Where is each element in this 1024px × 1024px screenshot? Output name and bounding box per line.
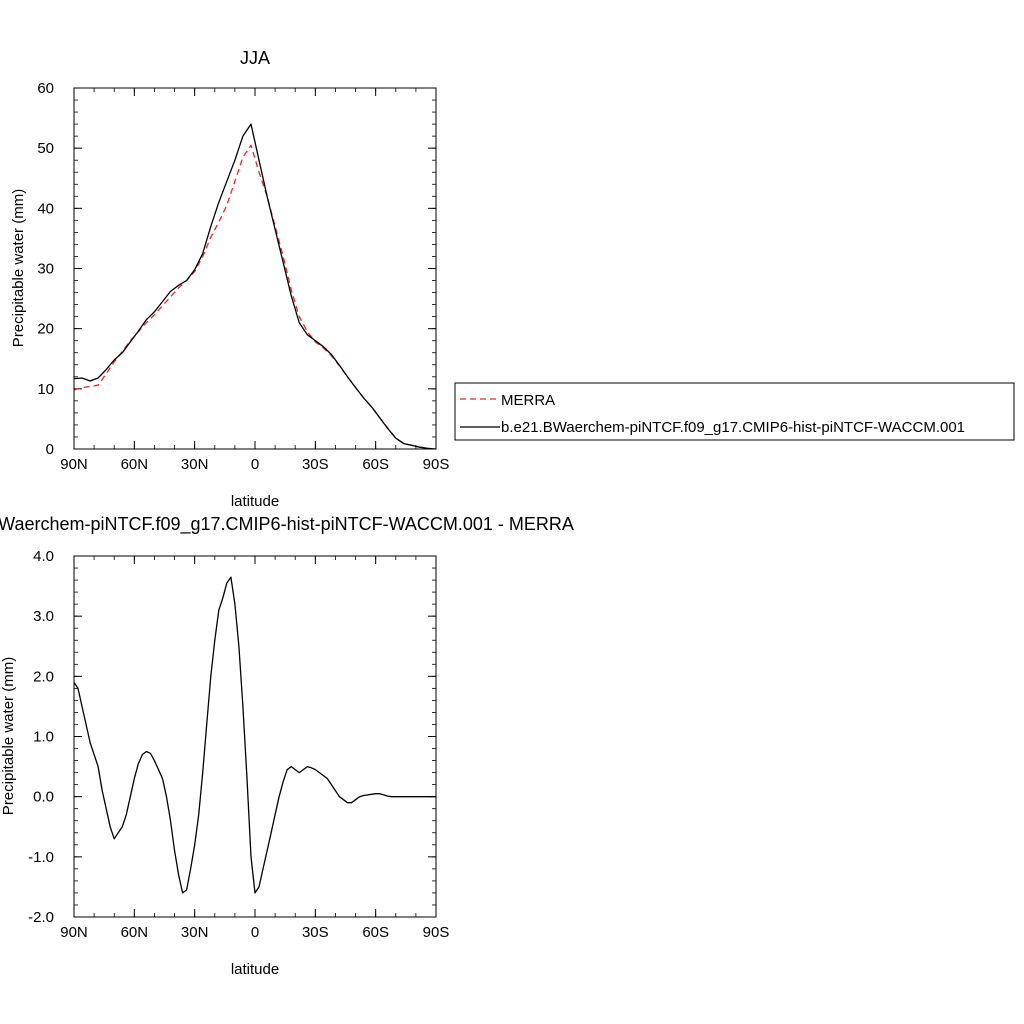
top-y-tick-label: 30 — [37, 261, 54, 278]
bottom-x-tick-label: 90S — [423, 924, 450, 941]
bottom-x-tick-label: 0 — [251, 924, 259, 941]
top-y-axis-label: Precipitable water (mm) — [10, 189, 27, 347]
top-y-tick-label: 40 — [37, 200, 54, 217]
bottom-x-tick-label: 30S — [302, 924, 329, 941]
top-y-tick-label: 60 — [37, 80, 54, 97]
top-x-tick-label: 0 — [251, 456, 259, 473]
top-ticks: 90N 60N 30N 0 30S 60S 90S 0 10 20 30 40 50 60 — [37, 80, 449, 473]
top-y-tick-label: 0 — [46, 441, 54, 458]
top-y-tick-label: 10 — [37, 381, 54, 398]
bottom-x-axis-label: latitude — [231, 961, 279, 978]
bottom-y-tick-label: -2.0 — [28, 909, 54, 926]
bottom-y-tick-label: 2.0 — [33, 668, 54, 685]
bottom-y-axis-label: Precipitable water (mm) — [0, 657, 17, 815]
bottom-y-tick-label: 0.0 — [33, 789, 54, 806]
top-x-axis-label: latitude — [231, 493, 279, 510]
bottom-series — [73, 576, 436, 894]
legend-label-merra: MERRA — [501, 392, 555, 409]
top-series — [73, 123, 437, 450]
panel-jja: JJA latitude Precipitable water (mm) 90N… — [10, 48, 449, 510]
bottom-plot-frame — [73, 555, 437, 918]
top-plot-frame — [73, 87, 437, 450]
top-x-tick-label: 30S — [302, 456, 329, 473]
top-y-tick-label: 20 — [37, 321, 54, 338]
bottom-x-tick-label: 60S — [362, 924, 389, 941]
top-y-tick-label: 50 — [37, 140, 54, 157]
bottom-series-line-model — [73, 576, 436, 894]
top-series-line-model — [73, 123, 437, 450]
top-x-tick-label: 60S — [362, 456, 389, 473]
bottom-x-tick-label: 60N — [121, 924, 149, 941]
legend-label-model: b.e21.BWaerchem-piNTCF.f09_g17.CMIP6-his… — [501, 419, 965, 436]
top-x-tick-label: 90S — [423, 456, 450, 473]
legend-box — [454, 382, 1015, 441]
top-plot-title: JJA — [240, 48, 270, 68]
bottom-plot-title: b.e21.BWaerchem-piNTCF.f09_g17.CMIP6-his… — [0, 514, 574, 535]
panel-difference: b.e21.BWaerchem-piNTCF.f09_g17.CMIP6-his… — [0, 514, 574, 978]
top-x-tick-label: 90N — [60, 456, 88, 473]
top-series-line-merra — [73, 144, 437, 450]
bottom-ticks: 90N 60N 30N 0 30S 60S 90S -2.0 -1.0 0.0 1.0 2.0 3.0 4… — [28, 548, 449, 941]
bottom-y-tick-label: 1.0 — [33, 729, 54, 746]
bottom-x-tick-label: 30N — [181, 924, 209, 941]
legend: MERRA b.e21.BWaerchem-piNTCF.f09_g17.CMI… — [454, 382, 1015, 441]
bottom-x-tick-label: 90N — [60, 924, 88, 941]
top-x-tick-label: 60N — [121, 456, 149, 473]
bottom-y-tick-label: 4.0 — [33, 548, 54, 565]
bottom-y-tick-label: -1.0 — [28, 849, 54, 866]
top-x-tick-label: 30N — [181, 456, 209, 473]
bottom-y-tick-label: 3.0 — [33, 608, 54, 625]
